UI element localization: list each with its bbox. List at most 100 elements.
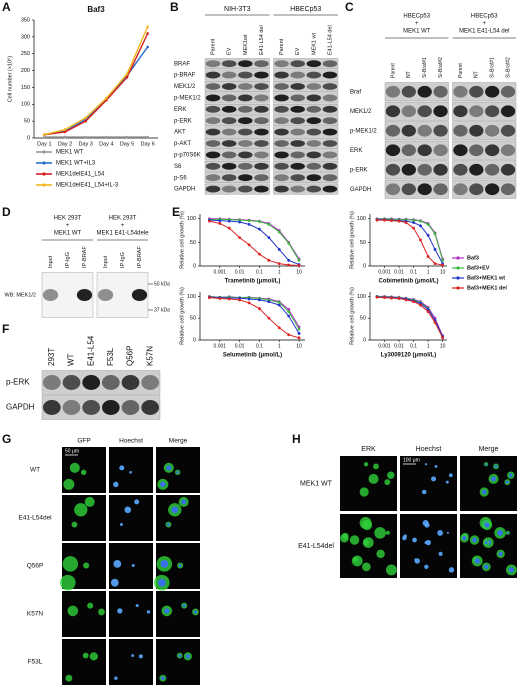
blot-band — [205, 60, 221, 68]
row-label: MEK1/2 — [350, 109, 372, 115]
data-point — [258, 252, 261, 256]
cell-signal — [351, 555, 363, 567]
x-tick-label: Day 3 — [78, 141, 92, 147]
series-line — [376, 218, 444, 261]
row-label: p-ERK — [6, 378, 30, 387]
nucleus — [181, 499, 187, 505]
lane-label: IP-IgG — [120, 252, 126, 268]
nucleus — [434, 464, 438, 468]
series-line — [376, 219, 443, 266]
blot-band — [417, 124, 432, 137]
lane-label: MEK1wt — [243, 34, 249, 55]
group-title: + — [482, 21, 486, 27]
data-point — [297, 264, 301, 267]
blot-band — [101, 400, 120, 415]
data-point — [287, 258, 291, 262]
lane-label: MEK1 wt — [311, 33, 317, 55]
blot-band — [121, 400, 140, 415]
y-tick-label: 50 — [360, 316, 366, 322]
data-point — [426, 308, 430, 311]
series-line — [209, 296, 300, 330]
blot-band — [453, 85, 468, 98]
data-point — [267, 236, 271, 240]
data-point — [227, 297, 231, 301]
blot-band — [322, 185, 338, 193]
blot-band — [306, 151, 322, 159]
row-label: p-ERK — [350, 167, 368, 173]
lane-label: Parent — [211, 38, 217, 55]
cell-signal — [67, 605, 79, 617]
nucleus — [462, 535, 467, 541]
blot-band — [290, 94, 305, 102]
data-point — [146, 45, 149, 49]
blot-band — [433, 163, 448, 176]
blot-band — [254, 140, 269, 147]
blot-band — [221, 83, 237, 90]
x-tick-label: 1 — [278, 269, 281, 275]
legend-marker — [456, 256, 460, 260]
nucleus — [178, 563, 182, 568]
series-line — [44, 26, 149, 136]
nucleus — [424, 564, 429, 570]
nucleus — [193, 610, 198, 614]
blot-band — [417, 163, 432, 176]
nucleus — [160, 560, 169, 568]
blot-band — [401, 183, 416, 196]
blot-band — [221, 128, 237, 136]
legend-marker — [42, 150, 46, 154]
legend-label: MEK1delE41_L54+IL-3 — [56, 183, 119, 189]
cell-signal — [83, 562, 90, 569]
lane-label: Parent — [458, 63, 464, 78]
group-title: MEK1 E41-L54 del — [459, 29, 509, 35]
nucleus — [166, 523, 170, 527]
nucleus — [431, 476, 437, 482]
blot-band — [238, 174, 253, 182]
blot-strip — [273, 138, 339, 149]
blot-strip — [41, 395, 161, 420]
row-label: GAPDH — [174, 187, 195, 193]
nucleus — [484, 541, 488, 545]
blot-band — [254, 83, 269, 90]
row-label: MEK1/2 — [174, 84, 196, 90]
cell-signal — [69, 462, 80, 473]
series-line — [44, 33, 149, 136]
x-tick-label: 0.01 — [394, 343, 404, 349]
blot-strip — [452, 82, 517, 102]
blot-band — [141, 375, 160, 390]
data-point — [63, 130, 67, 134]
data-point — [267, 316, 271, 320]
nucleus — [421, 489, 427, 495]
row-label: GAPDH — [6, 403, 35, 412]
row-label: S6 — [174, 164, 182, 170]
blot-strip — [452, 101, 517, 121]
data-point — [412, 226, 415, 230]
group-title: HEK 293T — [54, 216, 82, 222]
y-tick-label: 100 — [357, 216, 366, 222]
y-tick-label: 0 — [27, 135, 30, 141]
data-point — [397, 297, 401, 300]
data-point — [277, 230, 281, 234]
nucleus — [185, 654, 190, 659]
row-label: MEK1 WT — [300, 480, 333, 487]
legend-marker — [456, 266, 460, 270]
nucleus — [182, 604, 186, 608]
y-axis-label: Relative cell growth (%) — [179, 211, 185, 269]
x-tick-label: 1 — [427, 343, 430, 349]
cell-signal — [349, 535, 360, 545]
row-label: Braf — [350, 89, 361, 95]
blot-band — [500, 105, 516, 118]
data-point — [419, 303, 422, 307]
nucleus — [114, 676, 118, 680]
legend-marker — [42, 172, 46, 176]
blot-band — [82, 400, 101, 415]
legend-marker — [42, 161, 46, 165]
blot-strip — [204, 92, 270, 104]
blot-band — [469, 183, 484, 196]
legend-label: MEK1delE41_L54 — [56, 172, 105, 178]
nucleus — [484, 463, 488, 466]
nucleus — [446, 531, 449, 534]
blot-band — [205, 105, 221, 113]
nucleus — [437, 530, 444, 536]
blot-strip — [452, 140, 517, 160]
y-tick-label: 350 — [21, 17, 30, 23]
